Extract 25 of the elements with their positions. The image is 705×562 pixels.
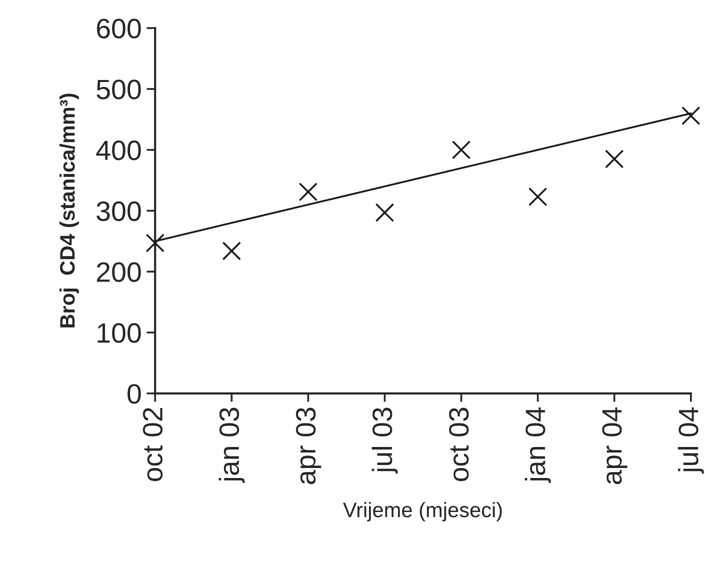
y-tick-label: 0 — [128, 384, 141, 404]
point — [528, 187, 548, 206]
point — [604, 150, 624, 168]
point — [681, 106, 700, 126]
y-tick-label: 200 — [96, 262, 141, 282]
y-tick-label: 500 — [96, 80, 141, 100]
x-tick-label: jul 04 — [678, 407, 704, 474]
x-tick-label: oct 02 — [142, 408, 163, 482]
y-tick-label: 400 — [96, 140, 141, 160]
x-tick-label: jul 03 — [372, 408, 398, 474]
x-tick-label: oct 03 — [449, 408, 469, 482]
y-tick-label: 300 — [96, 201, 141, 222]
y-tick-label: 600 — [96, 18, 141, 38]
x-tick-label: apr 04 — [602, 407, 628, 484]
point — [222, 242, 242, 260]
point — [375, 203, 394, 222]
x-tick-label: apr 03 — [296, 408, 322, 484]
point — [452, 140, 471, 160]
point — [298, 182, 318, 202]
y-tick-label: 100 — [98, 323, 141, 343]
x-tick-label: jan 04 — [524, 407, 551, 483]
y-axis-title: Broj CD4 (stanica/mm³) — [59, 94, 79, 328]
x-tick-label: jan 03 — [218, 408, 245, 483]
point — [146, 234, 165, 252]
x-axis-title: Vrijeme (mjeseci) — [343, 502, 502, 522]
